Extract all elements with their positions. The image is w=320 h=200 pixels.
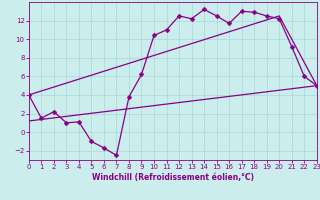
X-axis label: Windchill (Refroidissement éolien,°C): Windchill (Refroidissement éolien,°C) [92, 173, 254, 182]
